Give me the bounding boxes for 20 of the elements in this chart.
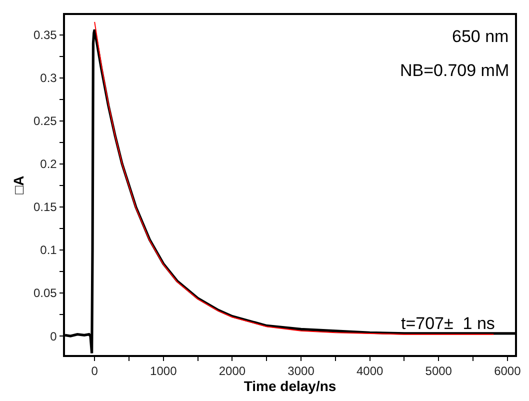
x-tick-label: 0 (91, 364, 98, 378)
x-tick-label: 3000 (288, 364, 315, 378)
y-tick-label: 0.1 (40, 243, 58, 258)
y-tick-label: 0.2 (40, 157, 58, 172)
x-axis-title: Time delay/ns (244, 378, 336, 394)
y-tick-label: 0.15 (33, 200, 58, 214)
y-tick-label: 0.3 (40, 71, 58, 86)
x-tick-label: 1000 (150, 364, 178, 378)
x-tick-label: 5000 (425, 364, 452, 378)
y-axis-title: □A (10, 176, 27, 194)
y-tick-label: 0 (50, 329, 58, 344)
x-tick-label: 6000 (494, 364, 522, 378)
y-tick-label: 0.25 (33, 114, 58, 128)
annotation: 650 nm (452, 27, 509, 46)
annotation: NB=0.709 mM (400, 61, 510, 80)
x-tick-label: 4000 (356, 364, 384, 378)
x-tick-label: 2000 (218, 364, 246, 378)
y-tick-label: 0.05 (33, 286, 58, 300)
annotation: t=707± 1 ns (401, 314, 495, 333)
y-tick-label: 0.35 (33, 28, 58, 42)
